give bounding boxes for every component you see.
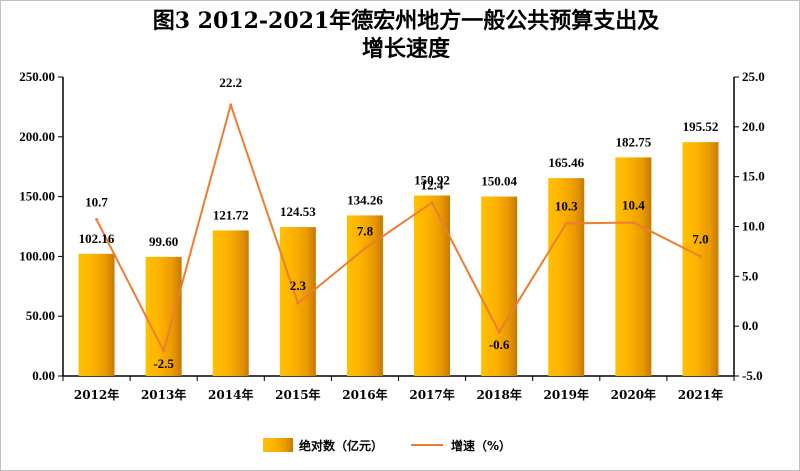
line-value-label: 7.8: [357, 223, 374, 238]
line-value-label: -0.6: [489, 337, 510, 352]
line-value-label: 7.0: [692, 231, 708, 246]
bar: [548, 178, 585, 376]
bar: [615, 157, 652, 376]
bar: [212, 230, 249, 376]
line-point: [564, 222, 568, 226]
left-tick-label: 250.00: [19, 69, 55, 84]
right-tick-label: 0.0: [742, 318, 758, 333]
axes: 0.00 50.00 100.00 150.00 200.00 250.00 -5.0 0.0…: [19, 69, 765, 402]
right-tick-label: -5.0: [742, 368, 763, 383]
right-tick-label: 15.0: [742, 169, 765, 184]
line-value-label: 10.7: [85, 195, 108, 210]
line-point: [631, 221, 635, 225]
bar-value-label: 102.16: [79, 231, 115, 246]
category-label: 2020年: [611, 387, 656, 402]
line-point: [430, 201, 434, 205]
bar: [145, 256, 182, 376]
left-tick-label: 150.00: [19, 189, 55, 204]
category-label: 2013年: [141, 387, 186, 402]
legend-line-label: 增速（%）: [451, 438, 511, 453]
left-tick-label: 200.00: [19, 129, 55, 144]
line-point: [296, 301, 300, 305]
bar-value-label: 124.53: [280, 204, 316, 219]
data-labels: 102.16 99.60 121.72 124.53 134.26 150.92 150.0…: [79, 75, 719, 371]
right-tick-label: 25.0: [742, 69, 765, 84]
right-tick-label: 10.0: [742, 219, 765, 234]
left-tick-label: 50.00: [26, 308, 55, 323]
category-label: 2018年: [476, 387, 521, 402]
line-value-label: 10.3: [555, 199, 578, 214]
bar-value-label: 121.72: [213, 207, 249, 222]
line-value-label: -2.5: [153, 356, 174, 371]
category-label: 2021年: [678, 387, 723, 402]
line-value-label: 10.4: [622, 198, 645, 213]
line-point: [95, 218, 99, 222]
bar-value-label: 99.60: [149, 234, 178, 249]
bar: [481, 196, 518, 376]
bar: [78, 253, 115, 376]
category-label: 2017年: [409, 387, 454, 402]
chart-title: 图3 2012-2021年德宏州地方一般公共预算支出及增长速度: [152, 8, 660, 62]
bar: [414, 195, 451, 376]
bar-value-label: 150.92: [414, 172, 450, 187]
line-point: [497, 330, 501, 334]
line-value-label: 22.2: [219, 75, 242, 90]
line-point: [698, 254, 702, 258]
bar-value-label: 134.26: [347, 192, 383, 207]
line-value-label: 2.3: [290, 278, 307, 293]
legend-bar-label: 绝对数（亿元）: [299, 438, 383, 453]
growth-line: [95, 103, 701, 353]
category-label: 2014年: [208, 387, 253, 402]
right-tick-label: 5.0: [742, 268, 758, 283]
line-series: [95, 103, 702, 353]
right-tick-label: 20.0: [742, 119, 765, 134]
line-value-label: 12.4: [421, 178, 444, 193]
bar: [346, 215, 383, 376]
bar-value-label: 182.75: [615, 134, 651, 149]
bar-series: [78, 142, 719, 376]
bar-value-label: 165.46: [548, 155, 584, 170]
category-label: 2015年: [275, 387, 320, 402]
line-point: [162, 349, 166, 353]
bar-value-label: 150.04: [481, 174, 517, 189]
category-label: 2019年: [544, 387, 589, 402]
left-tick-label: 100.00: [19, 248, 55, 263]
line-point: [363, 246, 367, 250]
legend: 绝对数（亿元） 增速（%）: [263, 438, 511, 453]
left-tick-label: 0.00: [32, 368, 55, 383]
line-point: [229, 103, 233, 107]
bar: [682, 142, 719, 376]
legend-bar-swatch: [263, 438, 293, 452]
bar-value-label: 195.52: [683, 119, 719, 134]
category-label: 2012年: [74, 387, 119, 402]
category-label: 2016年: [342, 387, 387, 402]
